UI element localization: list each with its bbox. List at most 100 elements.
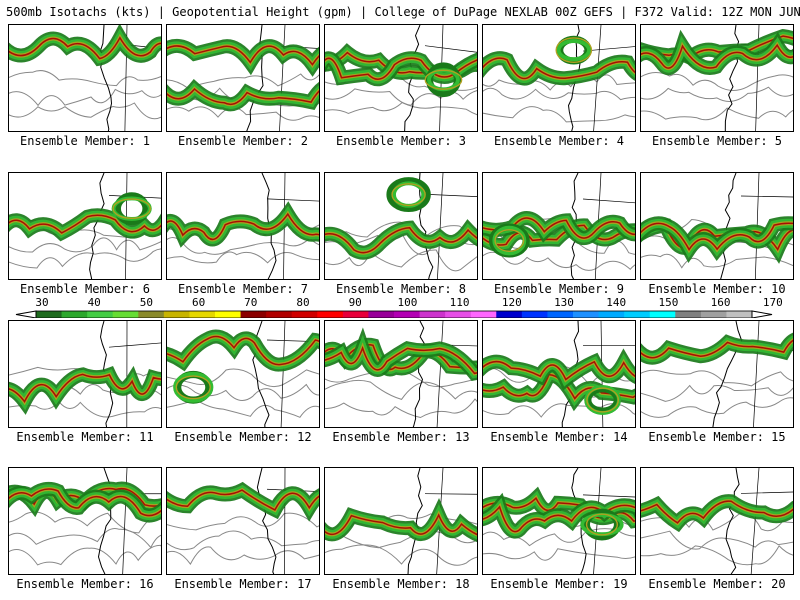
ensemble-map (641, 468, 793, 574)
ensemble-panel (482, 467, 636, 575)
ensemble-map (483, 468, 635, 574)
height-contour (483, 548, 635, 561)
jet-stream-band (483, 504, 635, 533)
height-contour (325, 398, 477, 419)
colorbar-tick-label: 130 (554, 296, 574, 309)
ensemble-map (9, 468, 161, 574)
ensemble-member-label: Ensemble Member: 4 (493, 134, 625, 148)
colorbar-swatch (189, 311, 216, 318)
jet-stream-band (483, 57, 635, 80)
colorbar-swatch (675, 311, 702, 318)
circulation-swirl (391, 183, 426, 207)
colorbar-swatch (368, 311, 395, 318)
circulation-swirl (494, 229, 525, 252)
colorbar-swatch (573, 311, 600, 318)
height-contour (641, 253, 793, 269)
height-contour (483, 528, 635, 547)
ensemble-member-label: Ensemble Member: 2 (177, 134, 309, 148)
colorbar-tick-label: 70 (244, 296, 258, 309)
colorbar-swatch (266, 311, 293, 318)
height-contour (167, 512, 319, 531)
colorbar-swatch (649, 311, 676, 318)
ensemble-member-label: Ensemble Member: 20 (648, 577, 786, 591)
wind-speed-colorbar (15, 310, 773, 318)
state-border (108, 321, 161, 427)
ensemble-member-label: Ensemble Member: 9 (493, 282, 625, 296)
ensemble-map (483, 321, 635, 427)
ensemble-member-label: Ensemble Member: 18 (332, 577, 470, 591)
coastline (724, 25, 740, 131)
jet-stream-band (641, 339, 793, 359)
coastline (412, 321, 425, 427)
circulation-swirl (586, 387, 620, 413)
ensemble-member-label: Ensemble Member: 16 (16, 577, 154, 591)
height-contour (641, 384, 793, 402)
height-contour (483, 106, 635, 123)
ensemble-panel (8, 24, 162, 132)
circulation-swirl (175, 375, 211, 400)
ensemble-member-label: Ensemble Member: 8 (335, 282, 467, 296)
ensemble-member-label: Ensemble Member: 14 (490, 430, 628, 444)
height-contour (9, 70, 161, 87)
ensemble-member-label: Ensemble Member: 1 (19, 134, 151, 148)
height-contour (167, 530, 319, 551)
circulation-swirl (113, 192, 150, 226)
ensemble-member-label: Ensemble Member: 3 (335, 134, 467, 148)
ensemble-panel (640, 320, 794, 428)
coastline (99, 25, 113, 131)
height-contour (641, 71, 793, 91)
ensemble-panel (8, 172, 162, 280)
colorbar-swatch (291, 311, 318, 318)
colorbar-swatch (419, 311, 446, 318)
circulation-swirl (492, 225, 527, 256)
jet-stream-band (167, 87, 319, 106)
colorbar-swatch (36, 311, 63, 318)
colorbar-tick-label: 50 (139, 296, 154, 309)
ensemble-map (167, 468, 319, 574)
height-contour (167, 368, 319, 388)
height-contour (325, 249, 477, 272)
ensemble-panel (324, 467, 478, 575)
height-contour (483, 403, 635, 418)
colorbar-tick-label: 90 (348, 296, 362, 309)
circulation-swirl (556, 39, 591, 62)
height-contour (167, 251, 319, 264)
colorbar-outline (35, 310, 753, 318)
ensemble-panel (166, 172, 320, 280)
height-contour (325, 544, 477, 566)
ensemble-panel (482, 320, 636, 428)
height-contour (9, 237, 161, 253)
ensemble-map (641, 25, 793, 131)
ensemble-map (9, 321, 161, 427)
ensemble-member-label: Ensemble Member: 17 (174, 577, 312, 591)
jet-stream-band (9, 488, 161, 517)
ensemble-map (641, 321, 793, 427)
colorbar-swatch (470, 311, 497, 318)
height-contour (641, 397, 793, 418)
colorbar-swatch (240, 311, 267, 318)
coastline (725, 468, 740, 574)
colorbar-swatch (138, 311, 165, 318)
height-contour (9, 88, 161, 107)
colorbar-swatch (61, 311, 88, 318)
ensemble-map (325, 25, 477, 131)
colorbar-left-arrow (15, 310, 37, 318)
ensemble-member-label: Ensemble Member: 6 (19, 282, 151, 296)
colorbar-tick-label: 150 (658, 296, 679, 309)
jet-stream-band (325, 57, 477, 80)
height-contour (9, 511, 161, 534)
ensemble-member-label: Ensemble Member: 5 (651, 134, 783, 148)
ensemble-member-label: Ensemble Member: 11 (16, 430, 154, 444)
circulation-swirl (173, 371, 214, 403)
ensemble-map (167, 321, 319, 427)
height-contour (325, 88, 477, 106)
height-contour (9, 528, 161, 549)
height-contour (483, 87, 635, 101)
state-border (740, 468, 793, 574)
jet-stream-band (167, 335, 319, 366)
state-border (740, 321, 793, 427)
ensemble-panel (324, 320, 478, 428)
ensemble-map (9, 173, 161, 279)
height-contour (167, 383, 319, 401)
jet-stream-band (641, 222, 793, 251)
